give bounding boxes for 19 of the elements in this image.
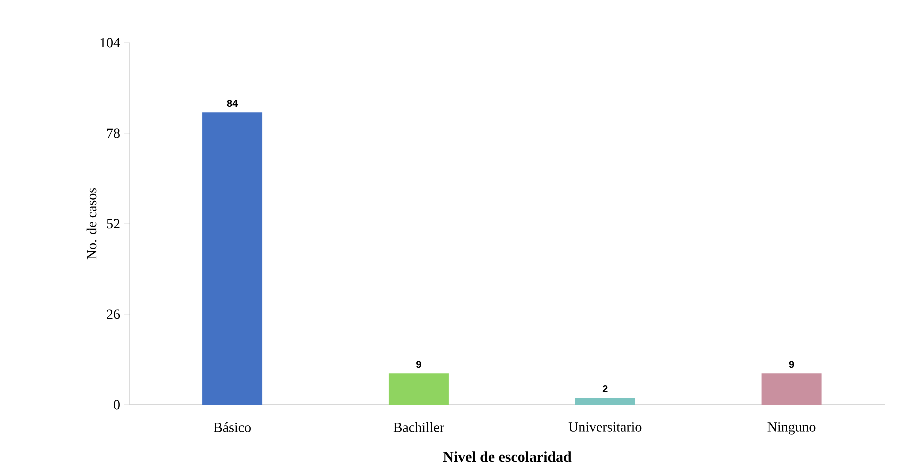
data-label: 84 <box>227 100 238 108</box>
y-tick-label: 78 <box>107 128 120 138</box>
bar <box>762 374 822 405</box>
x-tick-label: Universitario <box>568 422 642 432</box>
y-tick-label: 104 <box>100 38 120 48</box>
y-tick-label: 52 <box>107 219 120 229</box>
data-label: 2 <box>602 386 608 393</box>
x-tick-label: Básico <box>214 422 251 432</box>
y-tick-label: 0 <box>114 400 120 410</box>
x-axis-title: Nivel de escolaridad <box>443 452 572 462</box>
bar <box>388 374 449 405</box>
data-label: 9 <box>789 361 794 368</box>
x-tick-label: Ninguno <box>768 422 816 435</box>
y-tick-label: 26 <box>107 310 120 320</box>
y-axis-title: No. de casos <box>86 188 97 260</box>
bar <box>575 398 636 405</box>
data-label: 9 <box>416 361 422 368</box>
bar <box>202 112 263 405</box>
x-tick-label: Bachiller <box>394 422 444 432</box>
